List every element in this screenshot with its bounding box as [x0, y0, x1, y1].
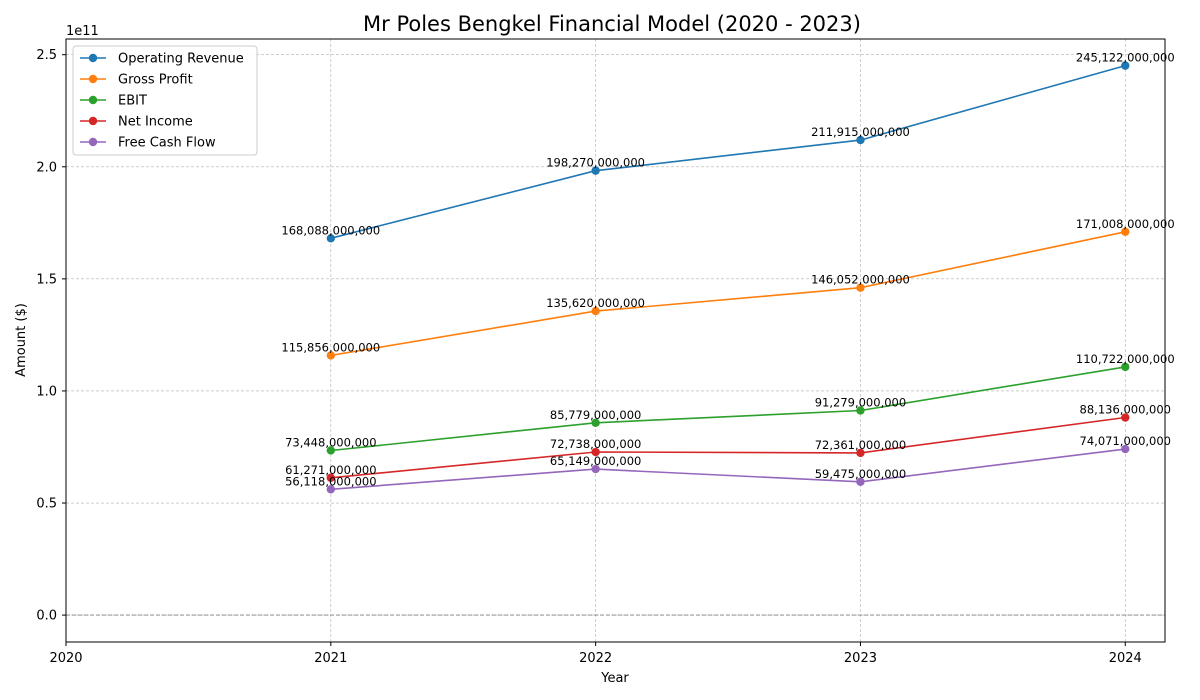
data-point: [326, 351, 336, 360]
legend-label: Free Cash Flow: [118, 136, 216, 151]
y-axis-label: Amount ($): [14, 303, 29, 377]
data-label: 198,270,000,000: [546, 156, 645, 170]
tick-layer: 2020 2021 2022 2023 2024 0.0 0.5 1.0 1.5 2.0 2.5: [36, 48, 1142, 666]
data-point: [1121, 362, 1130, 372]
series-line: [330, 448, 1126, 491]
y-axis-offset-label: 1e11: [66, 24, 99, 39]
data-label: 168,088,000,000: [281, 223, 380, 237]
y-tick-label: 1.0: [36, 384, 57, 399]
data-point: [856, 135, 865, 145]
data-label: 115,856,000,000: [281, 340, 380, 354]
data-point: [591, 418, 600, 428]
data-label: 171,008,000,000: [1076, 217, 1175, 231]
y-tick-label: 1.5: [36, 272, 57, 287]
data-label: 91,279,000,000: [815, 395, 906, 409]
data-label: 110,722,000,000: [1076, 352, 1175, 366]
data-point: [856, 406, 865, 415]
legend-marker: [88, 74, 98, 84]
legend-marker: [88, 116, 98, 126]
data-label: 135,620,000,000: [546, 296, 645, 310]
legend-box: [72, 45, 258, 156]
data-point: [856, 283, 865, 292]
x-tick-label: 2022: [579, 651, 612, 666]
x-axis-label: Year: [600, 671, 629, 686]
data-point: [1121, 227, 1130, 236]
y-tick-label: 0.5: [36, 497, 57, 512]
data-point: [856, 477, 865, 486]
x-tick-label: 2021: [314, 651, 347, 666]
data-point: [1121, 61, 1130, 70]
series-line: [330, 64, 1126, 240]
data-point: [591, 306, 600, 316]
plot-frame: [65, 38, 1166, 643]
data-point: [326, 485, 336, 494]
data-point: [1121, 413, 1130, 422]
data-label: 72,738,000,000: [550, 437, 641, 451]
data-label: 85,779,000,000: [550, 408, 641, 422]
data-label: 56,118,000,000: [285, 474, 376, 488]
y-tick-label: 2.0: [36, 160, 57, 175]
data-point: [591, 166, 600, 175]
legend-label: Operating Revenue: [118, 52, 244, 67]
chart-title: Mr Poles Bengkel Financial Model (2020 -…: [363, 12, 861, 36]
data-point: [326, 234, 336, 243]
data-label-layer: 168,088,000,000 198,270,000,000 211,915,00…: [281, 51, 1174, 489]
legend-label: EBIT: [118, 94, 147, 109]
data-point: [1121, 444, 1130, 454]
y-tick-label: 2.5: [36, 48, 57, 63]
data-label: 65,149,000,000: [550, 454, 641, 468]
legend: Operating Revenue Gross Profit EBIT Net Inc…: [72, 45, 258, 156]
series-layer: [326, 61, 1130, 494]
data-label: 88,136,000,000: [1080, 403, 1171, 417]
x-tick-label: 2020: [49, 651, 82, 666]
legend-marker: [88, 137, 98, 147]
legend-label: Net Income: [118, 115, 193, 130]
legend-label: Gross Profit: [118, 73, 193, 88]
data-label: 211,915,000,000: [811, 125, 910, 139]
data-label: 245,122,000,000: [1076, 51, 1175, 65]
x-tick-label: 2023: [844, 651, 877, 666]
series-line: [330, 416, 1126, 479]
x-tick-label: 2024: [1109, 651, 1142, 666]
legend-marker: [88, 95, 98, 105]
legend-items: Operating Revenue Gross Profit EBIT Net Inc…: [80, 52, 244, 151]
data-label: 74,071,000,000: [1080, 434, 1171, 448]
data-point: [856, 448, 865, 458]
data-point: [591, 447, 600, 457]
legend-marker: [88, 53, 98, 63]
series-line: [330, 366, 1126, 452]
y-tick-label: 0.0: [36, 609, 57, 624]
data-label: 73,448,000,000: [285, 435, 376, 449]
data-label: 59,475,000,000: [815, 467, 906, 481]
series-line: [330, 231, 1126, 357]
data-label: 61,271,000,000: [285, 463, 376, 477]
data-point: [326, 446, 336, 455]
data-label: 146,052,000,000: [811, 273, 910, 287]
data-point: [326, 473, 336, 482]
data-label: 72,361,000,000: [815, 438, 906, 452]
data-point: [591, 464, 600, 474]
